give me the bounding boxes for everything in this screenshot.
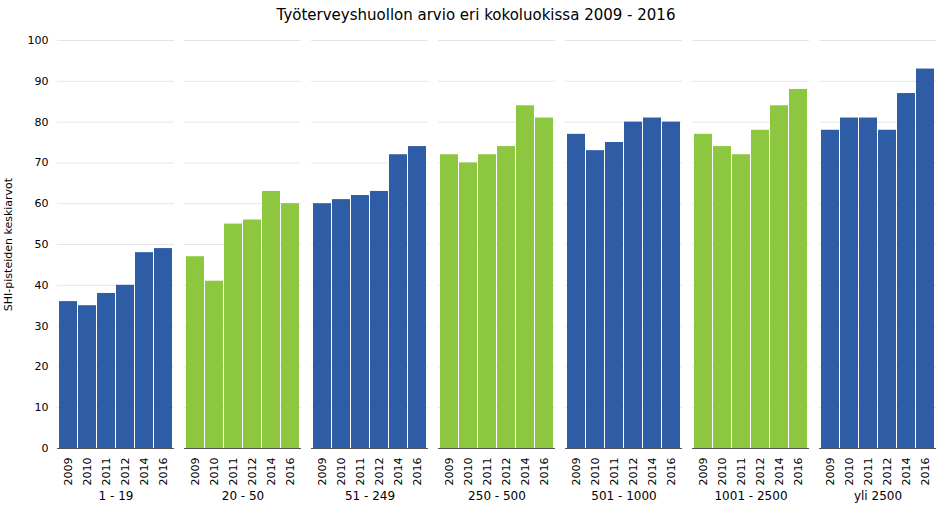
svg-text:1 - 19: 1 - 19 <box>99 489 134 503</box>
svg-text:2009: 2009 <box>570 458 583 486</box>
svg-text:2009: 2009 <box>316 458 329 486</box>
svg-text:2010: 2010 <box>81 458 94 486</box>
svg-text:2016: 2016 <box>919 458 932 486</box>
svg-text:2011: 2011 <box>735 458 748 486</box>
svg-text:70: 70 <box>35 156 49 169</box>
svg-text:2016: 2016 <box>665 458 678 486</box>
svg-text:2011: 2011 <box>100 458 113 486</box>
svg-text:2011: 2011 <box>481 458 494 486</box>
svg-text:2011: 2011 <box>227 458 240 486</box>
svg-text:51 - 249: 51 - 249 <box>345 489 395 503</box>
svg-text:250 - 500: 250 - 500 <box>468 489 526 503</box>
svg-text:50: 50 <box>35 238 49 251</box>
svg-text:2009: 2009 <box>62 458 75 486</box>
svg-text:2010: 2010 <box>843 458 856 486</box>
svg-text:2014: 2014 <box>773 458 786 486</box>
svg-text:10: 10 <box>35 401 49 414</box>
svg-text:2016: 2016 <box>792 458 805 486</box>
svg-text:2012: 2012 <box>246 458 259 486</box>
svg-text:SHI-pisteiden keskiarvot: SHI-pisteiden keskiarvot <box>2 177 15 311</box>
svg-text:1001 - 2500: 1001 - 2500 <box>714 489 787 503</box>
svg-text:2011: 2011 <box>608 458 621 486</box>
svg-text:2016: 2016 <box>284 458 297 486</box>
svg-text:100: 100 <box>28 34 49 47</box>
svg-text:80: 80 <box>35 116 49 129</box>
svg-text:2010: 2010 <box>335 458 348 486</box>
svg-text:2014: 2014 <box>646 458 659 486</box>
svg-text:2010: 2010 <box>462 458 475 486</box>
svg-text:2012: 2012 <box>754 458 767 486</box>
svg-text:2012: 2012 <box>881 458 894 486</box>
svg-text:60: 60 <box>35 197 49 210</box>
svg-text:90: 90 <box>35 75 49 88</box>
svg-text:20 - 50: 20 - 50 <box>222 489 265 503</box>
svg-text:0: 0 <box>42 442 49 455</box>
svg-text:2010: 2010 <box>589 458 602 486</box>
svg-text:2014: 2014 <box>392 458 405 486</box>
svg-text:2016: 2016 <box>411 458 424 486</box>
svg-text:2010: 2010 <box>716 458 729 486</box>
svg-text:2014: 2014 <box>900 458 913 486</box>
svg-text:20: 20 <box>35 360 49 373</box>
svg-text:2014: 2014 <box>519 458 532 486</box>
html-text:Työterveyshuollon arvio eri ko: Työterveyshuollon arvio eri kokoluokissa… <box>276 6 676 24</box>
svg-text:501 - 1000: 501 - 1000 <box>591 489 656 503</box>
svg-text:2012: 2012 <box>627 458 640 486</box>
svg-text:2012: 2012 <box>373 458 386 486</box>
svg-text:2011: 2011 <box>862 458 875 486</box>
svg-text:2009: 2009 <box>697 458 710 486</box>
svg-text:2009: 2009 <box>824 458 837 486</box>
svg-text:2016: 2016 <box>157 458 170 486</box>
svg-text:2010: 2010 <box>208 458 221 486</box>
svg-text:2016: 2016 <box>538 458 551 486</box>
svg-text:2014: 2014 <box>265 458 278 486</box>
svg-text:2009: 2009 <box>443 458 456 486</box>
svg-text:2012: 2012 <box>119 458 132 486</box>
svg-text:2011: 2011 <box>354 458 367 486</box>
svg-text:2012: 2012 <box>500 458 513 486</box>
svg-text:30: 30 <box>35 320 49 333</box>
svg-text:2014: 2014 <box>138 458 151 486</box>
svg-text:2009: 2009 <box>189 458 202 486</box>
svg-text:yli 2500: yli 2500 <box>854 489 902 503</box>
svg-text:40: 40 <box>35 279 49 292</box>
